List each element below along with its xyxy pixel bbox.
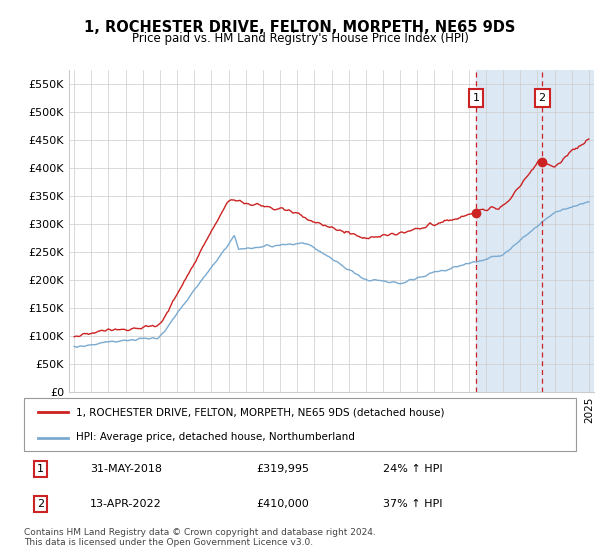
Text: 31-MAY-2018: 31-MAY-2018 <box>90 464 162 474</box>
Text: 1, ROCHESTER DRIVE, FELTON, MORPETH, NE65 9DS (detached house): 1, ROCHESTER DRIVE, FELTON, MORPETH, NE6… <box>76 408 445 418</box>
Text: 2: 2 <box>37 499 44 509</box>
Text: 2: 2 <box>539 93 546 103</box>
Text: Price paid vs. HM Land Registry's House Price Index (HPI): Price paid vs. HM Land Registry's House … <box>131 32 469 45</box>
FancyBboxPatch shape <box>24 398 576 451</box>
Text: 1: 1 <box>37 464 44 474</box>
Text: 1, ROCHESTER DRIVE, FELTON, MORPETH, NE65 9DS: 1, ROCHESTER DRIVE, FELTON, MORPETH, NE6… <box>85 20 515 35</box>
Text: 1: 1 <box>472 93 479 103</box>
Bar <box>476 70 598 392</box>
Text: 37% ↑ HPI: 37% ↑ HPI <box>383 499 442 509</box>
Text: Contains HM Land Registry data © Crown copyright and database right 2024.
This d: Contains HM Land Registry data © Crown c… <box>24 528 376 547</box>
Text: 13-APR-2022: 13-APR-2022 <box>90 499 162 509</box>
Text: £410,000: £410,000 <box>256 499 308 509</box>
Text: HPI: Average price, detached house, Northumberland: HPI: Average price, detached house, Nort… <box>76 432 355 442</box>
Text: 24% ↑ HPI: 24% ↑ HPI <box>383 464 442 474</box>
Text: £319,995: £319,995 <box>256 464 309 474</box>
